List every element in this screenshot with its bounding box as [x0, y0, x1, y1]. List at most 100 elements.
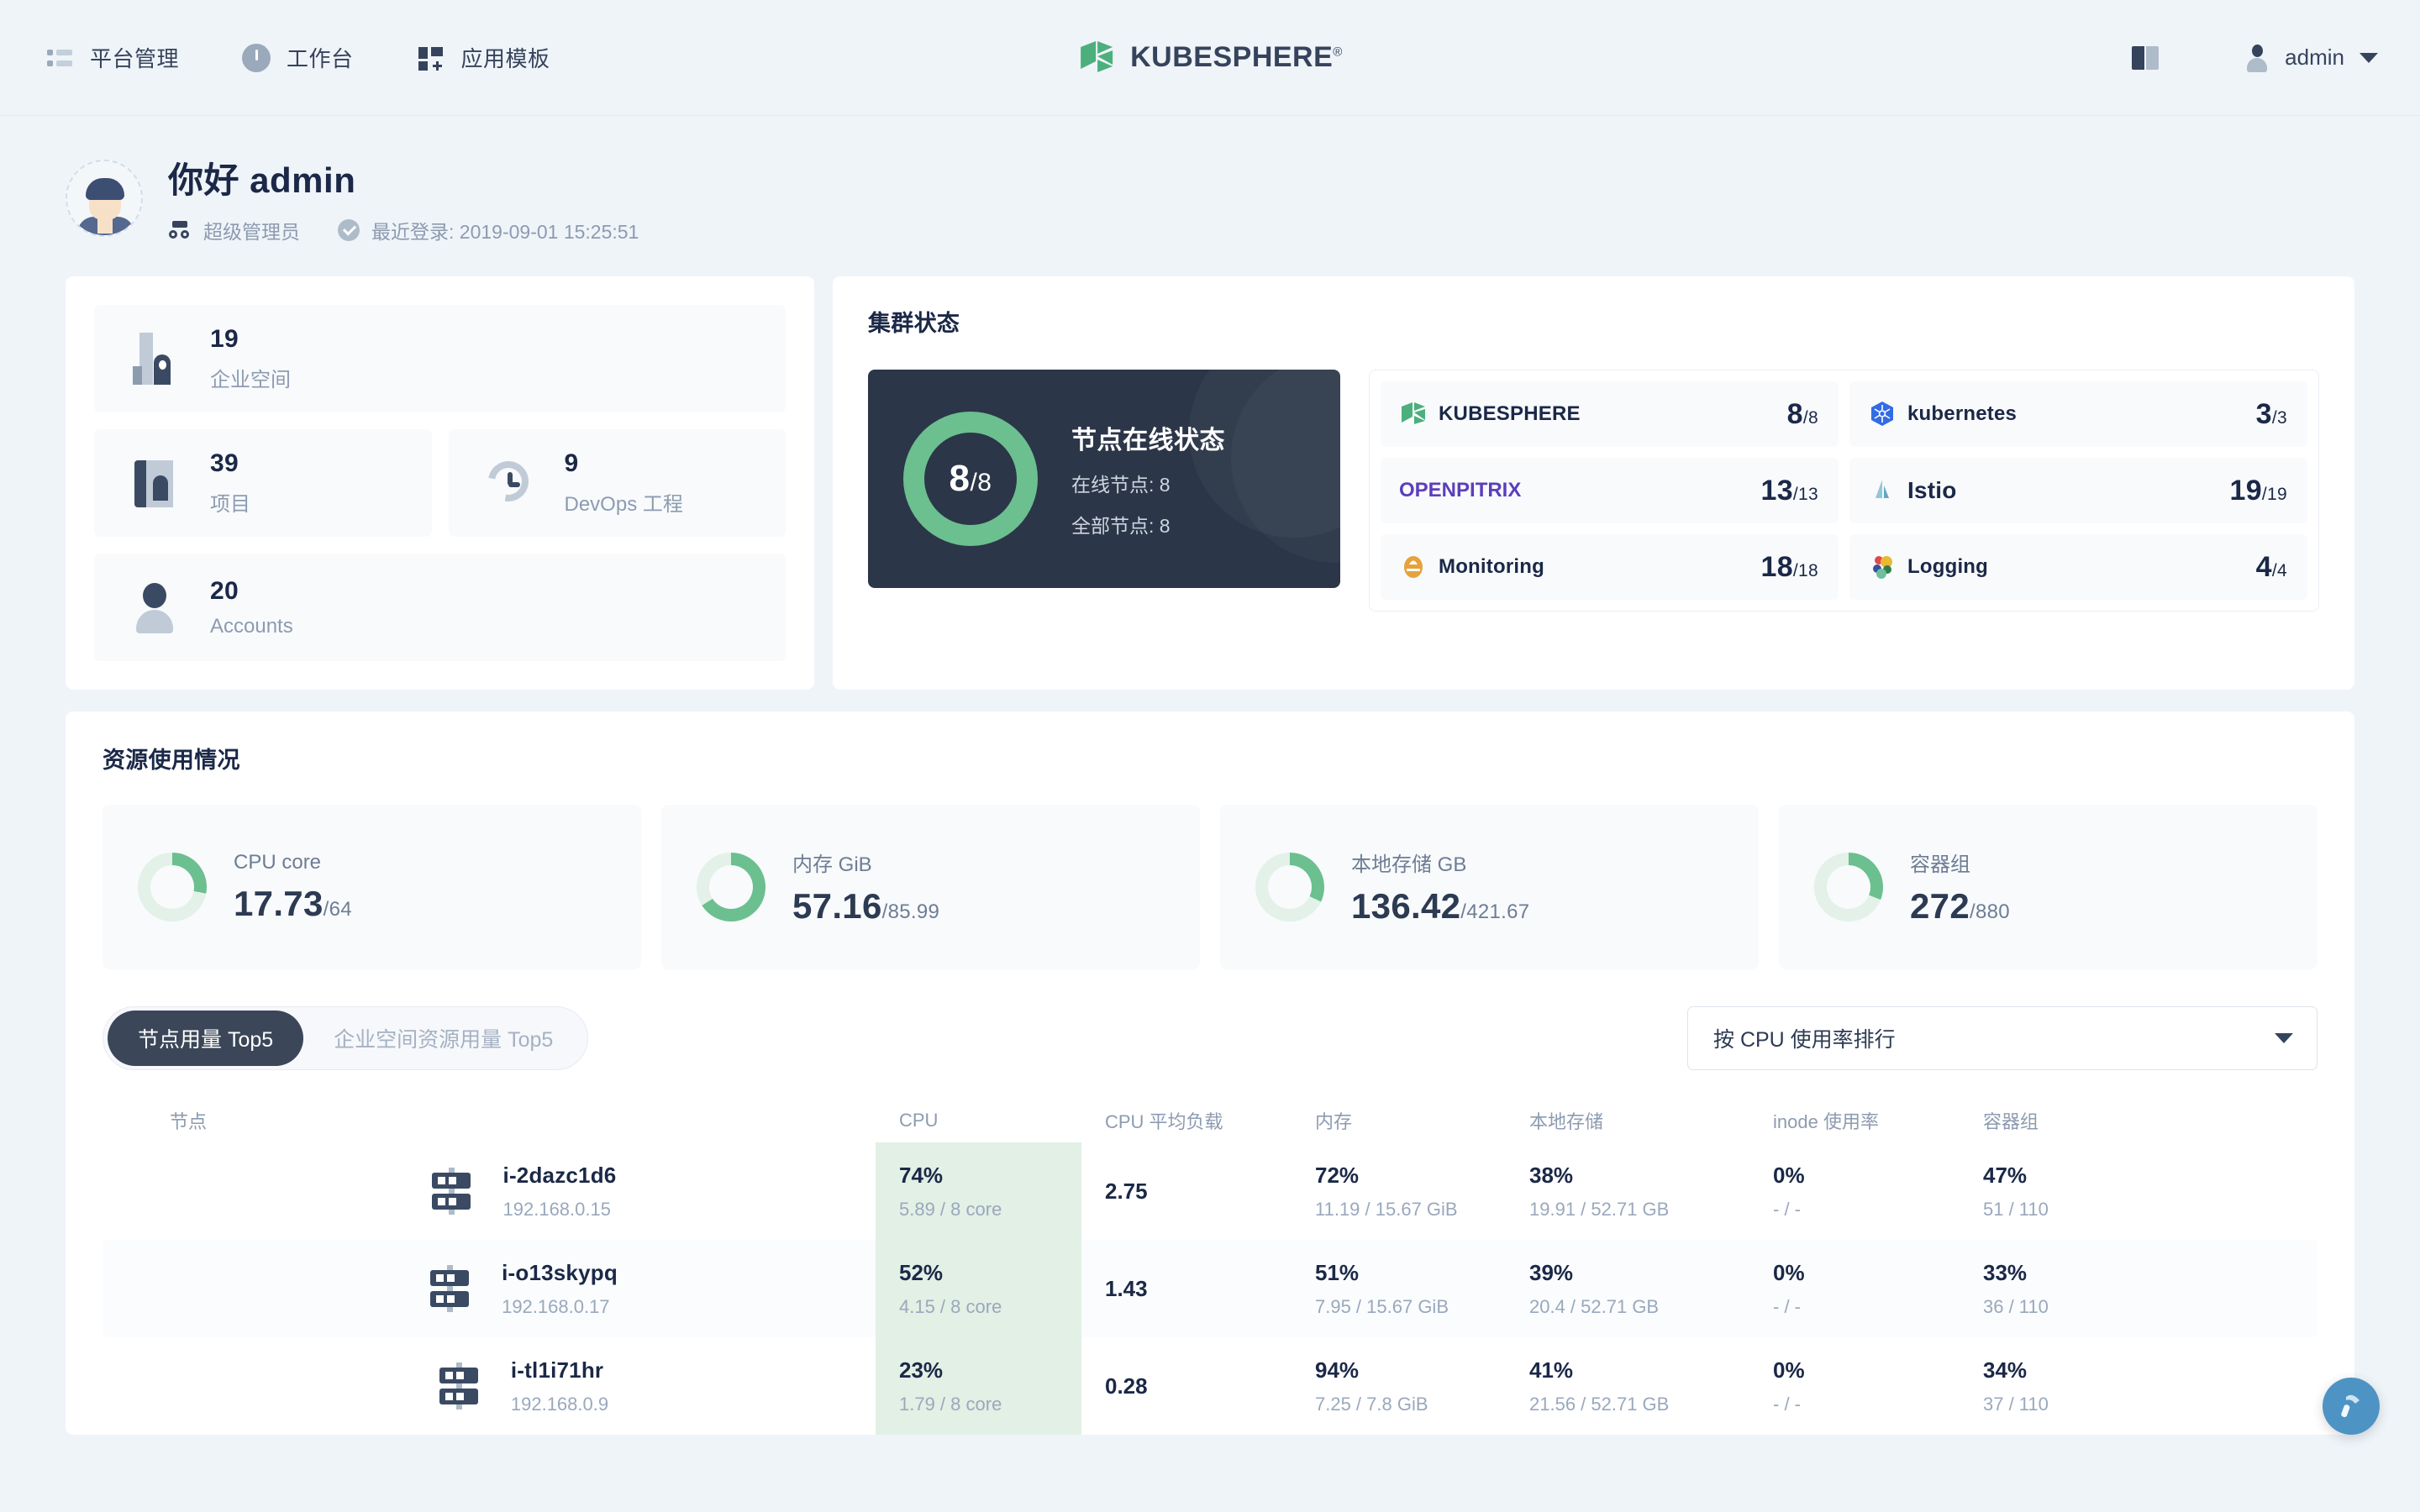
pods-percent: 47%: [1983, 1162, 2028, 1188]
value-total: /64: [323, 897, 352, 921]
header-actions: admin: [2132, 44, 2378, 72]
memory-percent: 72%: [1315, 1162, 1360, 1188]
pods-percent: 34%: [1983, 1357, 2028, 1383]
component-name: KUBESPHERE: [1439, 402, 1581, 425]
component-kubernetes[interactable]: kubernetes 3/3: [1849, 381, 2307, 447]
inode-percent: 0%: [1773, 1357, 1805, 1383]
user-role: 超级管理员: [168, 216, 300, 244]
column-header-inode: inode 使用率: [1773, 1111, 1879, 1132]
user-name: admin: [2285, 45, 2344, 70]
storage-cell: 39% 20.4 / 52.71 GB: [1506, 1240, 1749, 1337]
count-total: /3: [2271, 407, 2287, 428]
stat-tile-projects[interactable]: 39 项目: [94, 429, 432, 537]
clock-icon: [338, 219, 360, 241]
greeting-block: 你好 admin 超级管理员 最近登录: 2019-09-01 15:25:51: [66, 152, 2420, 244]
sort-select-value: 按 CPU 使用率排行: [1713, 1028, 1896, 1052]
table-row[interactable]: i-o13skypq 192.168.0.17 52% 4.15 / 8 cor…: [103, 1240, 2317, 1337]
nav-item-app-template[interactable]: 应用模板: [417, 42, 550, 73]
last-login-label: 最近登录: 2019-09-01 15:25:51: [371, 221, 639, 243]
value-total: /880: [1969, 900, 2010, 923]
resource-usage-card: 资源使用情况 CPU core 17.73/64 内存 GiB 57.16/85…: [66, 711, 2354, 1435]
table-header-row: 节点 CPU CPU 平均负载 内存 本地存储 inode 使用率 容器组: [103, 1099, 2317, 1142]
count-value: 13: [1760, 474, 1793, 507]
devops-clock-icon: [480, 453, 536, 510]
component-kubesphere[interactable]: KUBESPHERE 8/8: [1381, 381, 1839, 447]
cpu-detail: 4.15 / 8 core: [899, 1295, 1002, 1317]
storage-detail: 19.91 / 52.71 GB: [1529, 1198, 1670, 1220]
component-istio[interactable]: Istio 19/19: [1849, 458, 2307, 523]
pods-detail: 37 / 110: [1983, 1393, 2049, 1415]
component-name: Istio: [1907, 477, 1957, 503]
node-online-panel: 8/8 节点在线状态 在线节点: 8 全部节点: 8: [868, 370, 1340, 588]
storage-percent: 38%: [1529, 1162, 1574, 1188]
user-icon: [2244, 44, 2270, 72]
stat-tile-workspaces[interactable]: 19 企业空间: [94, 305, 786, 412]
user-menu[interactable]: admin: [2244, 44, 2378, 72]
tab-node-usage-top5[interactable]: 节点用量 Top5: [108, 1011, 304, 1066]
nav-item-platform[interactable]: 平台管理: [45, 42, 179, 73]
pods-cell: 47% 51 / 110: [1960, 1142, 2170, 1240]
value-used: 57.16: [792, 886, 882, 926]
nav-label: 平台管理: [90, 46, 180, 71]
column-header-memory: 内存: [1315, 1111, 1353, 1132]
node-ip: 192.168.0.15: [502, 1198, 611, 1220]
component-openpitrix[interactable]: OPENPITRIX 13/13: [1381, 458, 1839, 523]
sort-select[interactable]: 按 CPU 使用率排行: [1687, 1006, 2317, 1070]
component-count: 13/13: [1760, 475, 1818, 507]
resource-label: CPU core: [234, 850, 322, 874]
kubernetes-logo-icon: [1868, 400, 1897, 428]
count-total: /4: [2271, 560, 2287, 580]
value-used: 272: [1910, 886, 1970, 926]
memory-percent: 51%: [1315, 1259, 1360, 1285]
component-name: OPENPITRIX: [1399, 479, 1522, 501]
tab-workspace-usage-top5[interactable]: 企业空间资源用量 Top5: [334, 1028, 554, 1052]
chevron-down-icon: [2275, 1033, 2293, 1043]
overview-card: 19 企业空间 39 项目 9 DevOps 工程: [66, 276, 814, 690]
admin-glasses-icon: [168, 221, 192, 239]
stat-tile-devops[interactable]: 9 DevOps 工程: [448, 429, 786, 537]
toolbox-fab[interactable]: [2323, 1378, 2380, 1435]
cpu-percent: 74%: [899, 1162, 944, 1188]
cpu-cell: 74% 5.89 / 8 core: [876, 1142, 1081, 1240]
brand-logo[interactable]: KUBESPHERE®: [1077, 39, 1343, 77]
resource-card-memory: 内存 GiB 57.16/85.99: [661, 805, 1200, 969]
node-online-count: 在线节点: 8: [1071, 474, 1171, 496]
cpu-percent: 52%: [899, 1259, 944, 1285]
storage-usage-ring: [1255, 853, 1324, 921]
cpu-load-cell: 0.28: [1081, 1337, 1292, 1435]
prometheus-logo-icon: [1399, 553, 1428, 581]
node-ring-label: 8/8: [949, 458, 992, 500]
component-count: 18/18: [1760, 551, 1818, 584]
component-grid: KUBESPHERE 8/8 kubernetes 3/3: [1369, 370, 2319, 612]
inode-percent: 0%: [1773, 1162, 1805, 1188]
table-row[interactable]: i-2dazc1d6 192.168.0.15 74% 5.89 / 8 cor…: [103, 1142, 2317, 1240]
count-value: 3: [2255, 397, 2272, 430]
node-ip: 192.168.0.9: [510, 1393, 609, 1415]
pods-detail: 36 / 110: [1983, 1295, 2049, 1317]
memory-usage-ring: [697, 853, 765, 921]
project-icon: [131, 457, 180, 509]
memory-detail: 11.19 / 15.67 GiB: [1315, 1198, 1458, 1220]
role-label: 超级管理员: [203, 221, 300, 243]
component-monitoring[interactable]: Monitoring 18/18: [1381, 534, 1839, 600]
table-row[interactable]: i-tl1i71hr 192.168.0.9 23% 1.79 / 8 core…: [103, 1337, 2317, 1435]
book-icon[interactable]: [2132, 45, 2160, 70]
resource-label: 本地存储 GB: [1351, 853, 1467, 876]
resource-label: 内存 GiB: [792, 853, 872, 876]
node-name: i-2dazc1d6: [502, 1162, 617, 1188]
inode-detail: - / -: [1773, 1295, 1801, 1317]
node-ring-total: /8: [970, 469, 992, 496]
component-count: 4/4: [2256, 551, 2287, 584]
column-header-cpu-load: CPU 平均负载: [1105, 1111, 1223, 1132]
count-total: /13: [1792, 484, 1818, 504]
component-logging[interactable]: Logging 4/4: [1849, 534, 2307, 600]
column-header-cpu: CPU: [899, 1110, 939, 1131]
greeting-meta: 超级管理员 最近登录: 2019-09-01 15:25:51: [168, 216, 639, 244]
nav-item-workbench[interactable]: 工作台: [242, 42, 354, 73]
stat-value: 20: [210, 576, 239, 605]
cluster-status-card: 集群状态 8/8 节点在线状态 在线节点: 8 全部节点: 8: [833, 276, 2354, 690]
server-rack-icon: [437, 1362, 481, 1410]
fluentd-logo-icon: [1868, 553, 1897, 581]
stat-tile-accounts[interactable]: 20 Accounts: [94, 554, 786, 661]
